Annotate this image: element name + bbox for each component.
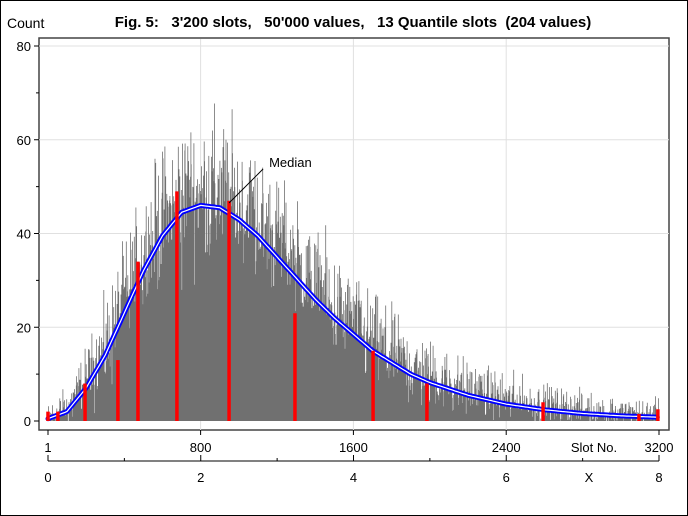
- chart-title: Fig. 5: 3'200 slots, 50'000 values, 13 Q…: [115, 14, 592, 31]
- y-tick-label: 40: [17, 227, 31, 242]
- median-annotation: Median: [228, 155, 312, 204]
- y-axis-label: Count: [7, 15, 44, 31]
- x-axis-label: Slot No.: [571, 440, 617, 455]
- x2-tick-label: 8: [655, 470, 662, 485]
- x-tick-label: 1600: [339, 440, 368, 455]
- x-tick-label: 800: [190, 440, 212, 455]
- y-tick-label: 0: [24, 414, 31, 429]
- x-tick-label: 1: [44, 440, 51, 455]
- x2-axis: 0 2 4 6 8: [44, 455, 663, 485]
- x2-tick-label: 0: [44, 470, 51, 485]
- y-tick-label: 80: [17, 39, 31, 54]
- x2-tick-label: 2: [197, 470, 204, 485]
- y-tick-label: 60: [17, 133, 31, 148]
- y-axis: 0 20 40 60 80: [17, 39, 39, 429]
- x-tick-label: 3200: [645, 440, 674, 455]
- density-curve: [45, 202, 660, 422]
- x-axis: 1 800 1600 2400 3200: [44, 430, 673, 455]
- density-curve-highlight: [47, 204, 658, 420]
- quantile-bars: [46, 191, 660, 421]
- x2-tick-label: 4: [350, 470, 357, 485]
- x2-axis-label: X: [585, 470, 594, 485]
- median-pointer-line: [228, 168, 264, 204]
- x2-tick-label: 6: [503, 470, 510, 485]
- median-label: Median: [269, 155, 312, 170]
- x-tick-label: 2400: [492, 440, 521, 455]
- y-tick-label: 20: [17, 320, 31, 335]
